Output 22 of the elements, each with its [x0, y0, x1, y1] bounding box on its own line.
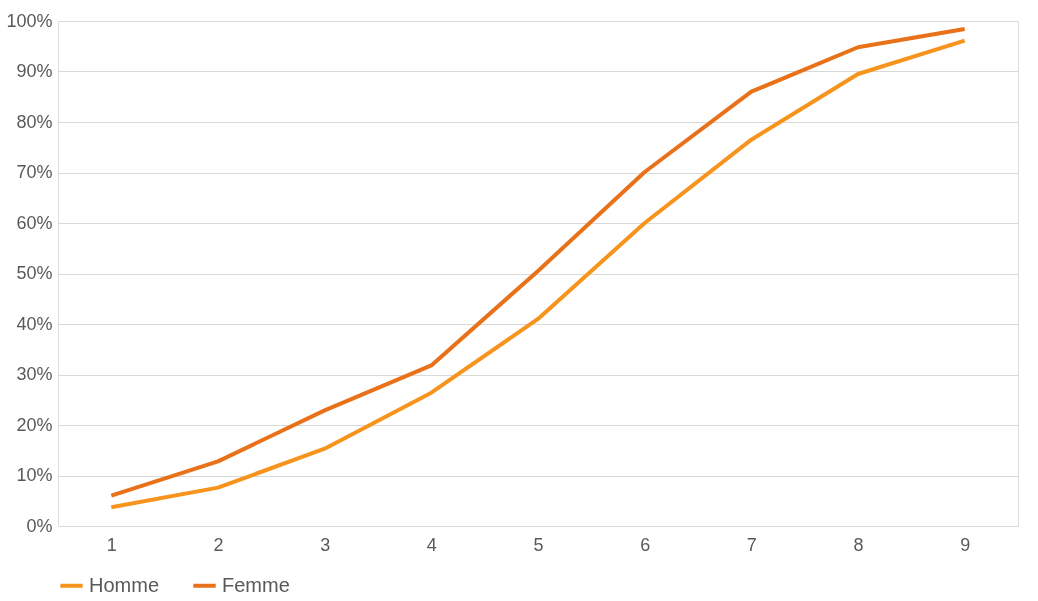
x-tick-label: 7	[746, 534, 757, 555]
legend-label: Homme	[89, 573, 160, 596]
x-tick-label: 9	[960, 534, 971, 555]
y-tick-label: 30%	[16, 364, 53, 384]
y-tick-label: 10%	[16, 465, 53, 485]
x-tick-label: 6	[640, 534, 651, 555]
x-tick-label: 2	[213, 534, 224, 555]
y-tick-label: 50%	[16, 263, 53, 283]
x-tick-label: 4	[426, 534, 437, 555]
y-tick-label: 70%	[16, 162, 53, 182]
y-tick-label: 90%	[16, 61, 53, 81]
y-tick-label: 0%	[26, 515, 53, 536]
y-tick-label: 20%	[16, 414, 53, 435]
x-tick-label: 5	[533, 534, 544, 555]
y-tick-label: 80%	[16, 111, 53, 132]
legend-label: Femme	[222, 573, 290, 596]
x-tick-label: 1	[106, 534, 117, 555]
y-tick-label: 100%	[6, 10, 53, 31]
y-tick-label: 40%	[16, 313, 53, 334]
x-tick-label: 8	[853, 534, 864, 555]
x-tick-label: 3	[320, 534, 331, 555]
y-tick-label: 60%	[16, 212, 53, 233]
